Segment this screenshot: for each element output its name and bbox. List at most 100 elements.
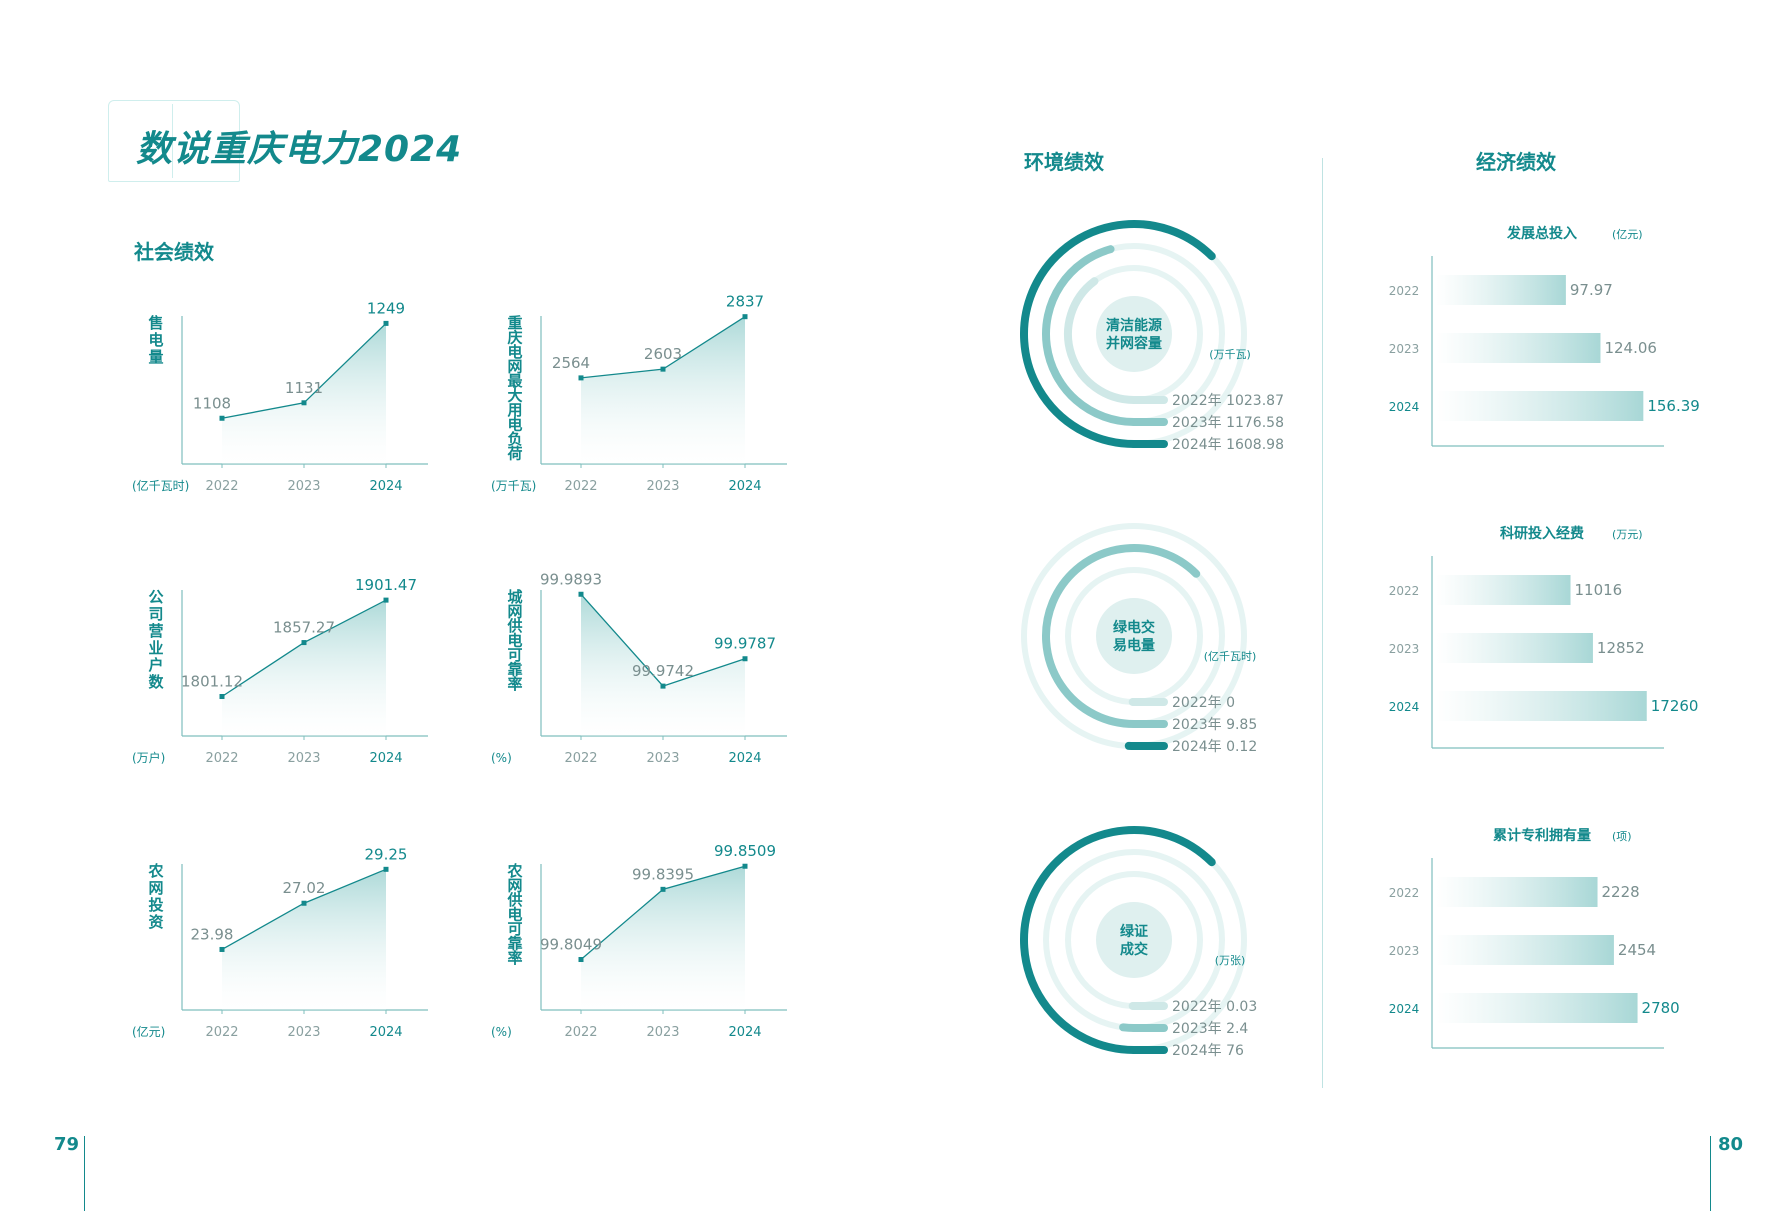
data-point	[219, 946, 225, 952]
radial-title: 易电量	[1113, 637, 1155, 654]
y-axis-label-char: 网	[148, 879, 163, 897]
y-axis-label-char: 网	[507, 358, 522, 376]
radial-value-label: 2024年 76	[1172, 1043, 1244, 1059]
category-label: 2022	[1389, 584, 1420, 598]
data-label: 2454	[1618, 941, 1656, 959]
unit-label: (万元)	[1612, 528, 1643, 541]
area-fill	[581, 594, 745, 736]
page-number-left: 79	[54, 1134, 80, 1155]
center-disc	[1096, 296, 1172, 372]
line-chart-sales: 1108 2022 1131 2023 1249 2024 (亿千瓦时) 售电量	[132, 299, 428, 494]
data-point	[301, 640, 307, 646]
data-point	[578, 957, 584, 963]
data-point	[578, 591, 584, 597]
y-axis-label-char: 农	[147, 862, 163, 880]
data-label: 2603	[644, 345, 682, 363]
line-chart-customers: 1801.12 2022 1857.27 2023 1901.47 2024 (万户) 公司营…	[132, 576, 428, 766]
y-axis-label-char: 率	[507, 949, 522, 967]
radial-value-label: 2022年 0.03	[1172, 999, 1257, 1015]
y-axis-label-char: 电	[507, 343, 522, 361]
category-label: 2022	[1389, 886, 1420, 900]
x-tick-label: 2022	[205, 751, 238, 766]
bar	[1436, 993, 1638, 1023]
center-disc	[1096, 902, 1172, 978]
data-label: 99.8395	[632, 865, 694, 883]
book-decoration	[108, 100, 240, 182]
y-axis-label-char: 户	[148, 656, 163, 674]
x-tick-label: 2022	[564, 751, 597, 766]
bar-chart-invest: 发展总投入 (亿元) 2022 97.97 2023 124.06 2024 156.39	[1389, 225, 1700, 447]
y-axis-label-char: 电	[507, 632, 522, 650]
data-point	[578, 375, 584, 381]
x-tick-label: 2022	[564, 1025, 597, 1040]
radial-title: 绿证	[1120, 923, 1148, 940]
data-label: 2780	[1642, 999, 1680, 1017]
y-axis-label-char: 供	[506, 891, 522, 909]
bar-chart-title: 发展总投入	[1506, 225, 1577, 242]
x-tick-label: 2024	[369, 479, 402, 494]
data-label: 99.8049	[540, 936, 602, 954]
bar-chart-title: 科研投入经费	[1500, 525, 1584, 542]
category-label: 2022	[1389, 284, 1420, 298]
section-title-environment: 环境绩效	[1024, 150, 1104, 174]
area-fill	[581, 866, 745, 1010]
radial-value-label: 2024年 0.12	[1172, 739, 1257, 755]
category-label: 2024	[1389, 700, 1420, 714]
area-fill	[222, 869, 386, 1010]
x-tick-label: 2023	[287, 751, 320, 766]
radial-title: 成交	[1120, 941, 1148, 958]
unit-label: (亿元)	[132, 1024, 165, 1039]
data-point	[219, 694, 225, 700]
x-tick-label: 2024	[728, 751, 761, 766]
y-axis-label-char: 电	[507, 906, 522, 924]
radial-arc	[1042, 544, 1201, 728]
y-axis-label-char: 电	[148, 331, 163, 349]
x-tick-label: 2024	[728, 1025, 761, 1040]
radial-value-label: 2022年 1023.87	[1172, 393, 1284, 409]
data-point	[660, 366, 666, 372]
y-axis-label-char: 农	[506, 862, 522, 880]
data-label: 1857.27	[273, 619, 335, 637]
y-axis-label-char: 供	[506, 617, 522, 635]
radial-value-label: 2023年 1176.58	[1172, 415, 1284, 431]
data-point	[660, 683, 666, 689]
y-axis-label-char: 数	[148, 673, 164, 691]
x-tick-label: 2023	[646, 479, 679, 494]
x-tick-label: 2022	[205, 1025, 238, 1040]
y-axis-label-char: 可	[507, 646, 522, 664]
data-label: 99.8509	[714, 842, 776, 860]
y-axis-label-char: 庆	[507, 329, 522, 347]
data-label: 99.9893	[540, 570, 602, 588]
data-label: 156.39	[1647, 397, 1700, 415]
data-label: 12852	[1597, 639, 1645, 657]
data-label: 1108	[193, 394, 231, 412]
unit-label: (万户)	[132, 750, 165, 765]
radial-arc	[1064, 277, 1138, 404]
x-tick-label: 2024	[369, 1025, 402, 1040]
bar-chart-title: 累计专利拥有量	[1493, 827, 1591, 844]
y-axis-label-char: 负	[507, 430, 522, 448]
unit-label: (万千瓦)	[491, 479, 536, 493]
radial-value-label: 2023年 2.4	[1172, 1021, 1248, 1037]
page-right-margin-line	[1710, 1136, 1711, 1211]
page-number-right: 80	[1718, 1134, 1744, 1155]
y-axis-label-char: 公	[148, 588, 163, 606]
data-label: 23.98	[191, 925, 234, 943]
y-axis-label-char: 靠	[507, 935, 522, 953]
data-label: 29.25	[365, 845, 408, 863]
data-label: 2228	[1602, 883, 1640, 901]
radial-title: 并网容量	[1106, 335, 1162, 352]
bar	[1436, 575, 1571, 605]
data-label: 2837	[726, 293, 764, 311]
radial-title: 绿电交	[1113, 619, 1155, 636]
data-label: 17260	[1651, 697, 1699, 715]
y-axis-label-char: 司	[148, 605, 163, 623]
radial-value-label: 2022年 0	[1172, 695, 1235, 711]
y-axis-label-char: 投	[148, 896, 163, 914]
y-axis-label-char: 售	[148, 314, 163, 332]
data-label: 1801.12	[181, 673, 243, 691]
y-axis-label-char: 用	[507, 401, 522, 419]
